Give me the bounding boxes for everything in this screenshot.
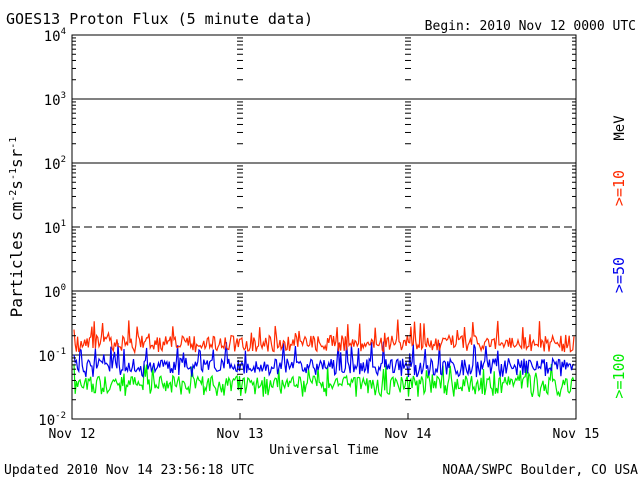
plot-frame bbox=[71, 34, 577, 420]
source-credit: NOAA/SWPC Boulder, CO USA bbox=[442, 463, 638, 478]
y-tick-label-6: 10-2 bbox=[38, 411, 66, 429]
day-tick-columns bbox=[236, 37, 412, 420]
y-tick-label-3: 101 bbox=[44, 219, 66, 237]
threshold-lines bbox=[72, 98, 576, 356]
chart-title: GOES13 Proton Flux (5 minute data) bbox=[6, 10, 313, 28]
x-tick-labels: Nov 12 Nov 13 Nov 14 Nov 15 bbox=[49, 413, 600, 442]
legend-entry-2: >=100 bbox=[610, 353, 628, 398]
series-line-0 bbox=[73, 319, 575, 355]
y-tick-labels: 104 103 102 101 100 10-1 10-2 bbox=[38, 27, 576, 429]
y-tick-label-1: 103 bbox=[44, 91, 66, 109]
updated-timestamp: Updated 2010 Nov 14 23:56:18 UTC bbox=[4, 463, 254, 478]
series-line-1 bbox=[73, 340, 575, 379]
x-axis-label: Universal Time bbox=[269, 443, 379, 458]
x-tick-label-3: Nov 15 bbox=[553, 427, 600, 442]
y-tick-label-2: 102 bbox=[44, 155, 66, 173]
legend-entry-0: >=10 bbox=[610, 170, 628, 206]
x-tick-label-1: Nov 13 bbox=[217, 427, 264, 442]
y-tick-label-5: 10-1 bbox=[38, 347, 66, 365]
y-tick-label-4: 100 bbox=[44, 283, 66, 301]
legend-unit: MeV bbox=[612, 115, 628, 141]
y-axis-label: Particles cm-2s-1sr-1 bbox=[7, 137, 26, 318]
begin-label: Begin: 2010 Nov 12 0000 UTC bbox=[425, 19, 636, 34]
day-tick-column-1 bbox=[236, 37, 244, 420]
y-tick-label-0: 104 bbox=[44, 27, 66, 45]
series-layer bbox=[73, 319, 575, 398]
x-tick-label-0: Nov 12 bbox=[49, 427, 96, 442]
legend-entry-1: >=50 bbox=[610, 257, 628, 293]
x-tick-label-2: Nov 14 bbox=[385, 427, 432, 442]
series-line-2 bbox=[73, 363, 575, 398]
legend: >=10 >=50 >=100 MeV bbox=[610, 115, 628, 399]
